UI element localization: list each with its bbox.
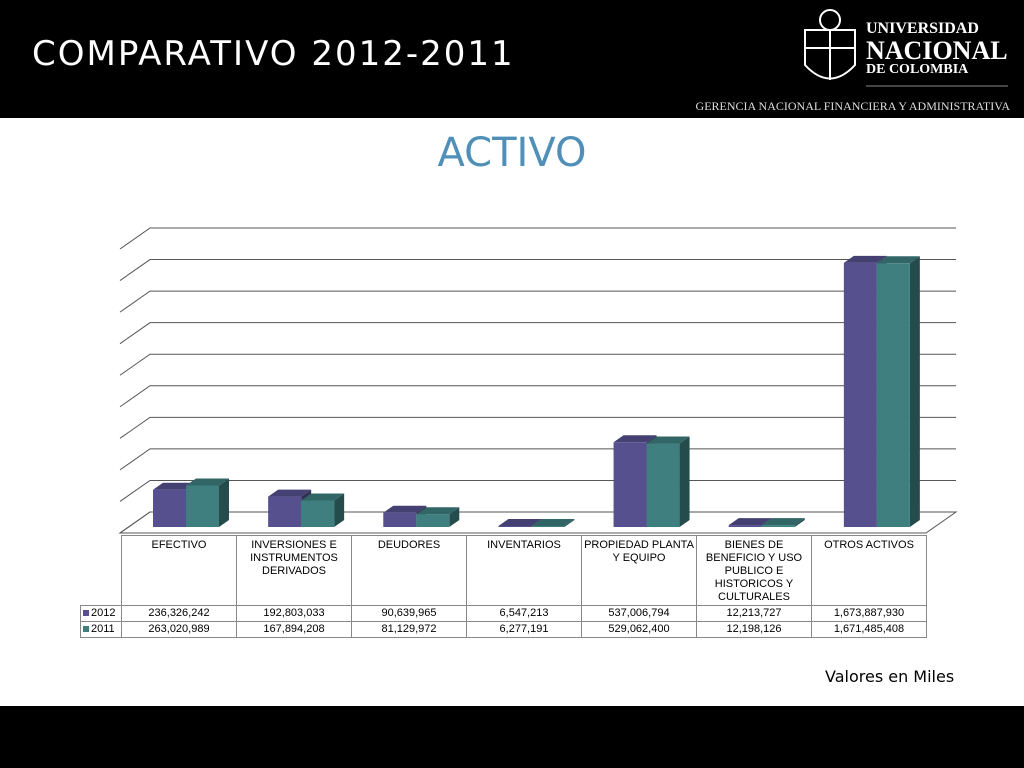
table-row: EFECTIVO INVERSIONES E INSTRUMENTOS DERIV… — [81, 535, 927, 606]
bar — [268, 496, 302, 527]
value-label: 12,213,727 — [696, 605, 812, 622]
grid-line — [119, 479, 956, 502]
category-label: EFECTIVO — [121, 535, 237, 606]
bar — [728, 525, 762, 527]
legend-entry: 2011 — [80, 621, 122, 638]
logo-shield — [804, 9, 856, 80]
value-label: 529,062,400 — [581, 621, 697, 638]
category-label: DEUDORES — [351, 535, 467, 606]
value-label: 167,894,208 — [236, 621, 352, 638]
bar-side — [679, 436, 690, 527]
category-label: OTROS ACTIVOS — [811, 535, 927, 606]
bar-side — [794, 518, 805, 527]
bar-top — [301, 493, 345, 501]
table-row: 2011 263,020,989 167,894,208 81,129,972 6,27… — [80, 621, 927, 638]
value-label: 6,547,213 — [466, 605, 582, 622]
value-label: 1,671,485,408 — [811, 621, 927, 638]
bar-top — [186, 478, 229, 486]
footer-bar — [0, 706, 1024, 768]
bar-side — [909, 256, 920, 527]
header-bar — [0, 0, 1024, 118]
note: Valores en Miles — [825, 667, 955, 686]
legend-swatch — [83, 626, 89, 632]
category-label: INVENTARIOS — [466, 535, 582, 606]
category-label: BIENES DE BENEFICIO Y USO PUBLICO E HIST… — [696, 535, 812, 606]
value-label: 236,326,242 — [121, 605, 237, 622]
category-label: PROPIEDAD PLANTA Y EQUIPO — [581, 535, 697, 606]
bar-side — [334, 493, 345, 527]
legend-label: 2012 — [91, 607, 116, 619]
value-label: 6,277,191 — [466, 621, 582, 638]
grid-line — [119, 385, 956, 408]
corner-cell — [81, 536, 122, 606]
chart-title: ACTIVO — [437, 130, 587, 176]
value-label: 1,673,887,930 — [811, 605, 927, 622]
bar — [843, 262, 877, 527]
data-table: EFECTIVO INVERSIONES E INSTRUMENTOS DERIV… — [80, 535, 927, 638]
bar-top — [843, 255, 887, 263]
bar-top — [268, 489, 312, 497]
value-label: 263,020,989 — [121, 621, 237, 638]
category-label: INVERSIONES E INSTRUMENTOS DERIVADOS — [236, 535, 352, 606]
grid-line — [119, 290, 956, 313]
bar-top — [613, 435, 657, 443]
bar-top — [416, 507, 460, 515]
bar-top — [531, 519, 575, 527]
bar-top — [646, 436, 690, 444]
bar-top — [876, 256, 920, 264]
grid-line — [119, 353, 956, 376]
value-label: 192,803,033 — [236, 605, 352, 622]
bar-side — [564, 519, 575, 527]
bar-top — [728, 518, 772, 526]
bar — [613, 442, 647, 527]
bar — [646, 443, 680, 527]
bar — [186, 485, 219, 527]
bar — [761, 525, 795, 527]
bar-top — [761, 518, 805, 526]
grid-line — [119, 227, 956, 250]
bar — [876, 263, 910, 527]
grid-line — [119, 322, 956, 345]
value-label: 90,639,965 — [351, 605, 467, 622]
grid-line — [119, 416, 956, 439]
value-label: 537,006,794 — [581, 605, 697, 622]
bar — [301, 500, 335, 527]
bar — [531, 526, 565, 527]
legend-swatch — [83, 610, 89, 616]
slide-title: COMPARATIVO 2012-2011 — [32, 34, 515, 74]
bar — [416, 514, 450, 527]
grid-line — [119, 259, 956, 281]
table-row: 2012 236,326,242 192,803,033 90,639,965 6,54… — [80, 605, 927, 622]
bar-top — [383, 505, 427, 513]
logo-line: NACIONAL — [866, 36, 1008, 65]
bar — [383, 512, 417, 527]
bar-top — [498, 518, 542, 526]
value-label: 81,129,972 — [351, 621, 467, 638]
bar — [153, 489, 186, 527]
bar-side — [219, 478, 229, 527]
legend-entry: 2012 — [80, 605, 122, 622]
bar-side — [449, 507, 460, 527]
slide-subtitle: GERENCIA NACIONAL FINANCIERA Y ADMINISTR… — [695, 99, 1010, 113]
bar-top — [153, 482, 196, 490]
grid-line — [119, 448, 956, 471]
legend-label: 2011 — [91, 623, 115, 635]
logo-line: DE COLOMBIA — [866, 62, 969, 77]
bar — [498, 525, 532, 527]
logo-line: UNIVERSIDAD — [866, 20, 979, 37]
value-label: 12,198,126 — [696, 621, 812, 638]
